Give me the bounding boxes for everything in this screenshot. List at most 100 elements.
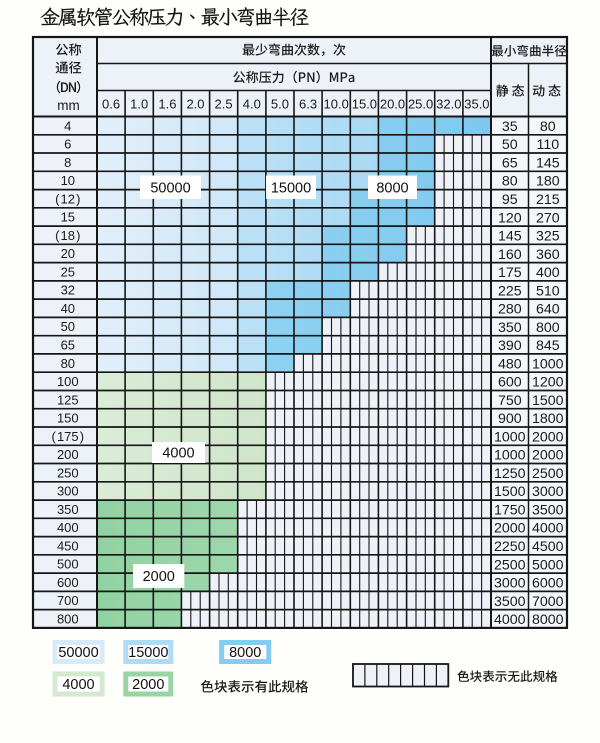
svg-text:4500: 4500 bbox=[532, 539, 564, 555]
svg-text:1500: 1500 bbox=[494, 484, 526, 500]
svg-text:4000: 4000 bbox=[494, 612, 526, 628]
svg-text:1.6: 1.6 bbox=[158, 97, 176, 112]
svg-text:2.0: 2.0 bbox=[186, 97, 204, 112]
svg-text:450: 450 bbox=[57, 538, 79, 553]
svg-text:4000: 4000 bbox=[532, 521, 564, 537]
svg-text:80: 80 bbox=[61, 356, 75, 371]
svg-text:350: 350 bbox=[57, 502, 79, 517]
svg-text:700: 700 bbox=[57, 593, 79, 608]
svg-text:1000: 1000 bbox=[532, 356, 564, 372]
svg-text:125: 125 bbox=[57, 392, 79, 407]
svg-text:2500: 2500 bbox=[494, 557, 526, 573]
svg-text:80: 80 bbox=[540, 119, 556, 135]
svg-text:15000: 15000 bbox=[271, 180, 311, 196]
svg-text:95: 95 bbox=[502, 192, 518, 208]
svg-text:3500: 3500 bbox=[494, 594, 526, 610]
svg-text:200: 200 bbox=[57, 447, 79, 462]
svg-text:2000: 2000 bbox=[132, 677, 164, 693]
svg-text:1000: 1000 bbox=[494, 448, 526, 464]
svg-text:4: 4 bbox=[64, 118, 71, 133]
svg-text:640: 640 bbox=[536, 302, 560, 318]
svg-text:390: 390 bbox=[498, 338, 522, 354]
svg-text:1750: 1750 bbox=[494, 503, 526, 519]
svg-text:100: 100 bbox=[57, 374, 79, 389]
svg-text:2000: 2000 bbox=[494, 521, 526, 537]
svg-text:110: 110 bbox=[536, 137, 559, 153]
svg-text:350: 350 bbox=[498, 320, 522, 336]
svg-text:6.3: 6.3 bbox=[299, 97, 317, 112]
svg-text:4000: 4000 bbox=[162, 446, 194, 462]
svg-text:65: 65 bbox=[61, 338, 75, 353]
svg-text:2500: 2500 bbox=[532, 466, 564, 482]
svg-text:6000: 6000 bbox=[532, 576, 564, 592]
svg-text:175: 175 bbox=[498, 265, 522, 281]
svg-text:270: 270 bbox=[536, 210, 560, 226]
svg-text:800: 800 bbox=[536, 320, 560, 336]
svg-text:2250: 2250 bbox=[494, 539, 526, 555]
svg-text:25: 25 bbox=[61, 264, 75, 279]
svg-text:40: 40 bbox=[61, 301, 75, 316]
svg-text:2000: 2000 bbox=[532, 429, 564, 445]
svg-text:2000: 2000 bbox=[143, 569, 175, 585]
svg-text:15.0: 15.0 bbox=[352, 97, 377, 112]
svg-text:65: 65 bbox=[502, 156, 518, 172]
svg-text:150: 150 bbox=[57, 411, 79, 426]
svg-text:4.0: 4.0 bbox=[243, 97, 261, 112]
svg-text:845: 845 bbox=[536, 338, 560, 354]
svg-text:50000: 50000 bbox=[150, 180, 190, 196]
svg-text:1800: 1800 bbox=[532, 411, 564, 427]
svg-text:3000: 3000 bbox=[532, 484, 564, 500]
svg-text:2.5: 2.5 bbox=[215, 97, 233, 112]
svg-text:32: 32 bbox=[61, 283, 75, 298]
svg-text:160: 160 bbox=[498, 247, 522, 263]
svg-text:8000: 8000 bbox=[229, 645, 261, 661]
svg-text:50: 50 bbox=[61, 319, 75, 334]
svg-text:50000: 50000 bbox=[58, 645, 98, 661]
svg-text:215: 215 bbox=[536, 192, 560, 208]
svg-text:1500: 1500 bbox=[532, 393, 564, 409]
svg-text:35.0: 35.0 bbox=[464, 97, 489, 112]
svg-text:300: 300 bbox=[57, 484, 79, 499]
svg-text:20.0: 20.0 bbox=[380, 97, 405, 112]
svg-text:6: 6 bbox=[64, 137, 71, 152]
svg-text:145: 145 bbox=[536, 156, 560, 172]
svg-text:500: 500 bbox=[57, 557, 79, 572]
svg-text:280: 280 bbox=[498, 302, 522, 318]
svg-text:15: 15 bbox=[61, 210, 75, 225]
svg-text:80: 80 bbox=[502, 174, 518, 190]
svg-text:600: 600 bbox=[57, 575, 79, 590]
svg-text:480: 480 bbox=[498, 356, 522, 372]
svg-text:8: 8 bbox=[64, 155, 71, 170]
svg-text:1250: 1250 bbox=[494, 466, 526, 482]
svg-text:20: 20 bbox=[61, 246, 75, 261]
svg-text:8000: 8000 bbox=[532, 612, 564, 628]
svg-text:2000: 2000 bbox=[532, 448, 564, 464]
svg-text:10.0: 10.0 bbox=[324, 97, 349, 112]
svg-text:510: 510 bbox=[536, 283, 560, 299]
svg-text:10: 10 bbox=[61, 173, 75, 188]
svg-text:145: 145 bbox=[498, 229, 522, 245]
svg-text:900: 900 bbox=[498, 411, 522, 427]
svg-text:750: 750 bbox=[498, 393, 522, 409]
svg-text:25.0: 25.0 bbox=[408, 97, 433, 112]
svg-text:( 18 ): ( 18 ) bbox=[55, 228, 80, 243]
svg-text:1200: 1200 bbox=[532, 375, 564, 391]
svg-text:800: 800 bbox=[57, 612, 79, 627]
svg-text:3000: 3000 bbox=[494, 576, 526, 592]
svg-text:8000: 8000 bbox=[376, 180, 408, 196]
svg-text:35: 35 bbox=[502, 119, 518, 135]
svg-text:( 12 ): ( 12 ) bbox=[55, 191, 80, 206]
svg-text:120: 120 bbox=[498, 210, 522, 226]
svg-text:4000: 4000 bbox=[62, 677, 94, 693]
svg-text:( 175 ): ( 175 ) bbox=[52, 429, 85, 444]
svg-text:mm: mm bbox=[57, 98, 80, 113]
svg-text:1000: 1000 bbox=[494, 429, 526, 445]
svg-text:3500: 3500 bbox=[532, 503, 564, 519]
svg-text:15000: 15000 bbox=[128, 645, 168, 661]
svg-text:250: 250 bbox=[57, 465, 79, 480]
svg-text:50: 50 bbox=[502, 137, 518, 153]
svg-text:360: 360 bbox=[536, 247, 560, 263]
svg-text:225: 225 bbox=[498, 283, 522, 299]
svg-text:400: 400 bbox=[536, 265, 560, 281]
svg-text:0.6: 0.6 bbox=[102, 97, 120, 112]
